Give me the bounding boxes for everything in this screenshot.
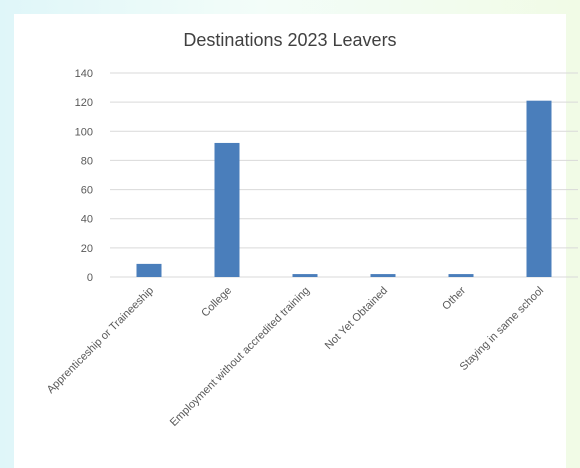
y-tick-label: 140 xyxy=(75,68,93,80)
bar xyxy=(292,274,318,277)
y-tick-label: 0 xyxy=(87,272,93,284)
chart-panel xyxy=(14,14,566,468)
bar xyxy=(370,274,396,277)
y-tick-label: 120 xyxy=(75,97,93,109)
bar xyxy=(136,263,162,277)
bar xyxy=(214,142,240,277)
bar xyxy=(448,274,474,277)
x-tick-label: College xyxy=(199,285,234,320)
y-tick-label: 20 xyxy=(81,243,93,255)
y-tick-label: 100 xyxy=(75,126,93,138)
x-tick-label: Other xyxy=(440,284,468,312)
x-tick-label: Apprenticeship or Traineeship xyxy=(45,285,156,396)
y-tick-label: 80 xyxy=(81,155,93,167)
chart-title: Destinations 2023 Leavers xyxy=(183,30,397,50)
y-tick-label: 40 xyxy=(81,214,93,226)
y-tick-label: 60 xyxy=(81,185,93,197)
x-tick-label: Employment without accredited training xyxy=(168,285,312,429)
x-tick-label: Not Yet Obtained xyxy=(323,285,390,352)
x-tick-label: Staying in same school xyxy=(458,285,546,373)
bar xyxy=(526,100,552,277)
